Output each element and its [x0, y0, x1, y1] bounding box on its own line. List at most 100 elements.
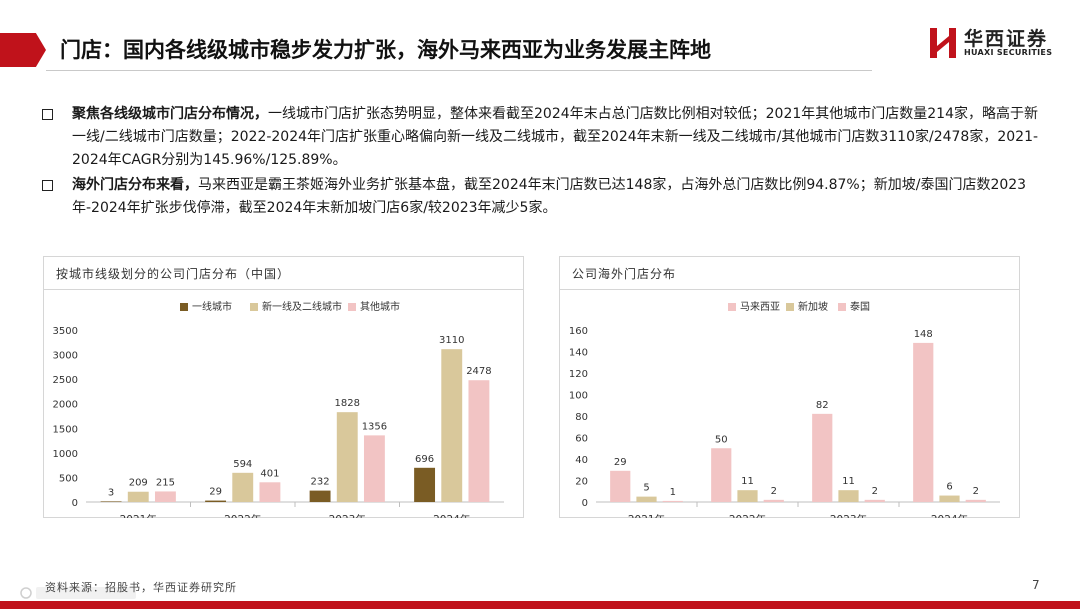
title-accent-bar: [0, 33, 46, 67]
page-title: 门店：国内各线级城市稳步发力扩张，海外马来西亚为业务发展主阵地: [60, 38, 711, 62]
bar-data-label: 215: [156, 477, 175, 488]
legend-swatch: [348, 303, 356, 311]
x-tick-label: 2024年: [433, 513, 470, 518]
square-bullet-icon: [42, 109, 53, 120]
bar: [205, 500, 227, 502]
x-tick-label: 2021年: [120, 513, 157, 518]
chart-panel-overseas: 公司海外门店分布 马来西亚 新加坡 泰国 0 20 40 60 80 100 120 140 160 2…: [559, 256, 1020, 518]
y-tick-label: 500: [59, 473, 78, 484]
bar: [864, 499, 885, 502]
bar: [100, 501, 122, 502]
legend-label: 一线城市: [192, 300, 232, 313]
x-tick-label: 2022年: [729, 513, 766, 518]
bar-data-label: 82: [816, 400, 829, 411]
bar: [763, 499, 784, 502]
bar-data-label: 3: [108, 487, 114, 498]
bar-data-label: 11: [741, 476, 754, 487]
bar-data-label: 3110: [439, 335, 464, 346]
legend-label: 新一线及二线城市: [262, 300, 342, 313]
bar: [965, 499, 986, 502]
bar: [259, 482, 281, 502]
bar: [737, 490, 758, 502]
y-tick-label: 100: [569, 391, 588, 402]
bullet-list: 聚焦各线级城市门店分布情况，一线城市门店扩张态势明显，整体来看截至2024年末占…: [42, 103, 1042, 222]
x-tick-label: 2021年: [628, 513, 665, 518]
bar: [610, 470, 631, 502]
bullet-lead: 海外门店分布来看，: [72, 177, 198, 193]
bar: [414, 467, 436, 502]
bar: [939, 495, 960, 502]
chart-overseas-stores: 马来西亚 新加坡 泰国 0 20 40 60 80 100 120 140 160 29 5 1 2021年 5…: [569, 300, 1000, 518]
y-tick-label: 3000: [53, 351, 78, 362]
bar-data-label: 29: [209, 487, 222, 498]
y-tick-label: 2000: [53, 400, 78, 411]
bar: [468, 380, 490, 502]
bar: [127, 491, 149, 502]
bar-data-label: 594: [233, 459, 252, 470]
chart-title: 按城市线级划分的公司门店分布（中国）: [56, 267, 291, 281]
bar: [913, 342, 934, 502]
logo-text-cn: 华西证券: [964, 28, 1049, 50]
legend-swatch: [250, 303, 258, 311]
x-tick-label: 2022年: [224, 513, 261, 518]
huaxi-logo-icon: [930, 28, 956, 58]
y-tick-label: 40: [575, 455, 588, 466]
legend-swatch: [786, 303, 794, 311]
bar-data-label: 29: [614, 457, 627, 468]
chart-panel-domestic: 按城市线级划分的公司门店分布（中国） 一线城市 新一线及二线城市 其他城市 0 500 1…: [43, 256, 524, 518]
legend-swatch: [728, 303, 736, 311]
y-tick-label: 3500: [53, 326, 78, 337]
square-bullet-icon: [42, 180, 53, 191]
watermark-logo: [20, 587, 136, 599]
bar-data-label: 5: [643, 483, 649, 494]
legend-label: 马来西亚: [740, 301, 780, 313]
bar: [812, 413, 833, 502]
bar-data-label: 1828: [335, 398, 360, 409]
bar-data-label: 50: [715, 434, 728, 445]
y-tick-label: 1500: [53, 424, 78, 435]
bar-data-label: 209: [129, 478, 148, 489]
bar-data-label: 148: [914, 329, 933, 340]
legend-label: 其他城市: [360, 300, 400, 313]
chart-title: 公司海外门店分布: [572, 267, 677, 281]
bar-data-label: 11: [842, 476, 855, 487]
bar-data-label: 232: [311, 477, 330, 488]
logo-text-en: HUAXI SECURITIES: [964, 48, 1053, 57]
y-tick-label: 2500: [53, 375, 78, 386]
legend-label: 新加坡: [798, 300, 828, 313]
legend-swatch: [180, 303, 188, 311]
bar: [232, 472, 254, 502]
page-number: 7: [1032, 578, 1040, 592]
y-tick-label: 160: [569, 326, 588, 337]
company-logo: 华西证券 HUAXI SECURITIES: [928, 24, 1068, 64]
y-tick-label: 140: [569, 348, 588, 359]
legend-swatch: [838, 303, 846, 311]
bar-data-label: 2: [872, 486, 878, 497]
bar: [636, 496, 657, 502]
chart-title-divider: [44, 289, 523, 290]
bar-data-label: 2478: [466, 366, 491, 377]
y-tick-label: 1000: [53, 449, 78, 460]
source-note: 资料来源：招股书，华西证券研究所: [45, 581, 237, 594]
bar-data-label: 2: [973, 486, 979, 497]
bar-data-label: 1356: [362, 421, 387, 432]
legend-label: 泰国: [850, 300, 870, 313]
bar: [154, 491, 176, 502]
bullet-lead: 聚焦各线级城市门店分布情况，: [72, 106, 268, 122]
bullet-text: 一线城市门店扩张态势明显，整体来看截至2024年末占总门店数比例相对较低；202…: [72, 106, 1039, 168]
bar-data-label: 1: [670, 487, 676, 498]
y-tick-label: 0: [582, 498, 588, 509]
bar: [309, 490, 331, 502]
x-tick-label: 2023年: [329, 513, 366, 518]
bar: [441, 349, 463, 502]
footer-accent-bar: [0, 601, 1080, 609]
bullet-text: 马来西亚是霸王茶姬海外业务扩张基本盘，截至2024年末门店数已达148家，占海外…: [72, 177, 1027, 216]
bar-data-label: 696: [415, 454, 434, 465]
y-tick-label: 20: [575, 477, 588, 488]
x-tick-label: 2023年: [830, 513, 867, 518]
chart-domestic-stores: 一线城市 新一线及二线城市 其他城市 0 500 1000 1500 2000 2500 3000…: [53, 300, 504, 518]
bar: [363, 435, 385, 502]
bar: [662, 500, 683, 502]
y-tick-label: 80: [575, 412, 588, 423]
x-tick-label: 2024年: [931, 513, 968, 518]
